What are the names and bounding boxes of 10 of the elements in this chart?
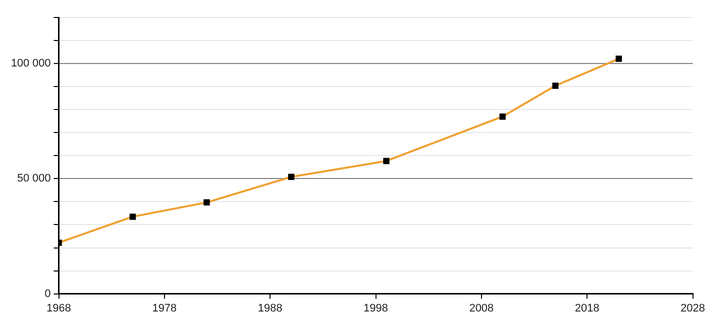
x-tick-label: 2008 [469,302,494,314]
x-tick-label: 1978 [152,302,177,314]
x-tick-label: 2028 [680,302,706,314]
x-tick-label: 1998 [364,302,388,314]
x-tick-label: 1988 [258,302,282,314]
y-tick-label: 100 000 [10,58,51,70]
y-tick-label: 50 000 [17,172,51,185]
x-tick-label: 2018 [574,302,600,314]
x-tick-label: 1968 [46,302,72,314]
y-tick-label: 0 [44,288,51,300]
